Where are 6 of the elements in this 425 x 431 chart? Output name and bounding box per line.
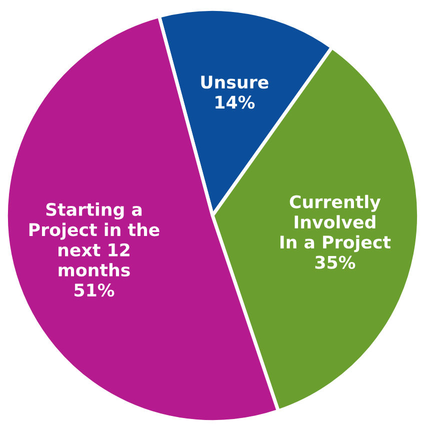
data-label: 51% — [74, 284, 114, 297]
data-label: 35% — [315, 256, 356, 269]
slice-label: Currently Involved In a Project — [280, 194, 391, 252]
slice-label: Starting a Project in the next 12 months — [29, 202, 160, 277]
slice-label: Unsure — [201, 76, 268, 89]
data-label: 14% — [216, 96, 255, 109]
